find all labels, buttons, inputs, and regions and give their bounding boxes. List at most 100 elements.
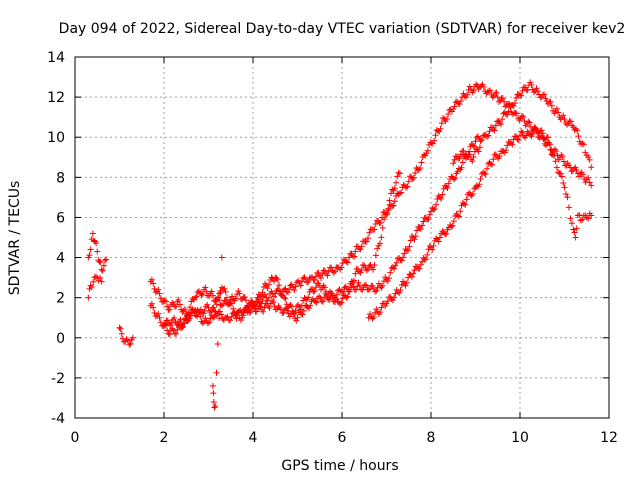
data-point xyxy=(206,319,213,326)
data-point xyxy=(208,288,215,295)
data-point xyxy=(439,228,446,235)
data-point xyxy=(373,306,380,313)
data-point xyxy=(374,245,381,252)
data-point xyxy=(311,276,318,283)
data-point xyxy=(270,278,277,285)
data-point xyxy=(381,216,388,223)
data-point xyxy=(243,297,250,304)
data-point xyxy=(455,165,462,172)
data-point xyxy=(287,301,294,308)
data-point xyxy=(414,166,421,173)
data-point xyxy=(569,122,576,129)
data-point xyxy=(281,306,288,313)
data-point xyxy=(387,190,394,197)
data-point xyxy=(345,286,352,293)
data-point xyxy=(282,295,289,302)
data-point xyxy=(513,110,520,117)
data-point xyxy=(226,300,233,307)
data-point xyxy=(277,288,284,295)
data-point xyxy=(171,314,178,321)
data-point xyxy=(92,273,99,280)
data-point xyxy=(282,285,289,292)
data-point xyxy=(166,306,173,313)
data-point xyxy=(577,217,584,224)
data-point xyxy=(422,256,429,263)
data-point xyxy=(241,293,248,300)
data-point xyxy=(424,147,431,154)
data-point xyxy=(407,237,414,244)
data-point xyxy=(378,304,385,311)
data-point xyxy=(365,235,372,242)
data-point xyxy=(421,256,428,263)
data-point xyxy=(504,142,511,149)
data-point xyxy=(243,306,250,313)
y-tick-label: 10 xyxy=(47,130,65,146)
data-point xyxy=(491,127,498,134)
data-point xyxy=(216,308,223,315)
data-point xyxy=(363,238,370,245)
y-tick-label: 6 xyxy=(56,210,65,226)
data-point xyxy=(216,315,223,322)
data-point xyxy=(461,152,468,159)
data-point xyxy=(397,257,404,264)
data-point xyxy=(429,246,436,253)
data-point xyxy=(358,266,365,273)
data-point xyxy=(420,218,427,225)
data-point xyxy=(438,195,445,202)
x-axis-title: GPS time / hours xyxy=(281,458,398,474)
data-point xyxy=(532,88,539,95)
data-point xyxy=(201,307,208,314)
data-point xyxy=(117,325,124,332)
data-point xyxy=(435,192,442,199)
data-point xyxy=(403,184,410,191)
data-point xyxy=(450,160,457,167)
data-point xyxy=(441,231,448,238)
data-point xyxy=(229,293,236,300)
data-point xyxy=(286,313,293,320)
data-point xyxy=(465,86,472,93)
data-point xyxy=(298,278,305,285)
data-point xyxy=(217,302,224,309)
data-point xyxy=(253,308,260,315)
data-point xyxy=(389,297,396,304)
data-point xyxy=(417,226,424,233)
data-point xyxy=(210,390,217,397)
data-point xyxy=(291,287,298,294)
data-point xyxy=(452,99,459,106)
data-point xyxy=(472,138,479,145)
data-point xyxy=(527,131,534,138)
plot-frame xyxy=(74,56,610,419)
data-point xyxy=(496,119,503,126)
data-point xyxy=(398,281,405,288)
data-point xyxy=(194,289,201,296)
data-point xyxy=(553,105,560,112)
data-point xyxy=(574,127,581,134)
data-point xyxy=(503,147,510,154)
data-point xyxy=(469,158,476,165)
data-point xyxy=(324,272,331,279)
y-axis-title: SDTVAR / TECUs xyxy=(7,181,23,296)
data-point xyxy=(449,222,456,229)
data-point xyxy=(529,86,536,93)
data-point xyxy=(510,102,517,109)
data-point xyxy=(469,190,476,197)
data-point xyxy=(103,256,110,263)
data-point xyxy=(445,180,452,187)
data-point xyxy=(408,273,415,280)
data-point xyxy=(256,302,263,309)
data-point xyxy=(412,232,419,239)
data-point xyxy=(555,109,562,116)
data-point xyxy=(466,189,473,196)
data-point xyxy=(586,179,593,186)
x-tick-label: 8 xyxy=(427,430,436,446)
data-point xyxy=(319,271,326,278)
data-point xyxy=(499,116,506,123)
data-point xyxy=(363,282,370,289)
data-point xyxy=(332,268,339,275)
data-point xyxy=(473,81,480,88)
data-point xyxy=(444,184,451,191)
data-point xyxy=(483,133,490,140)
data-point xyxy=(227,317,234,324)
data-point xyxy=(351,253,358,260)
data-point xyxy=(288,303,295,310)
